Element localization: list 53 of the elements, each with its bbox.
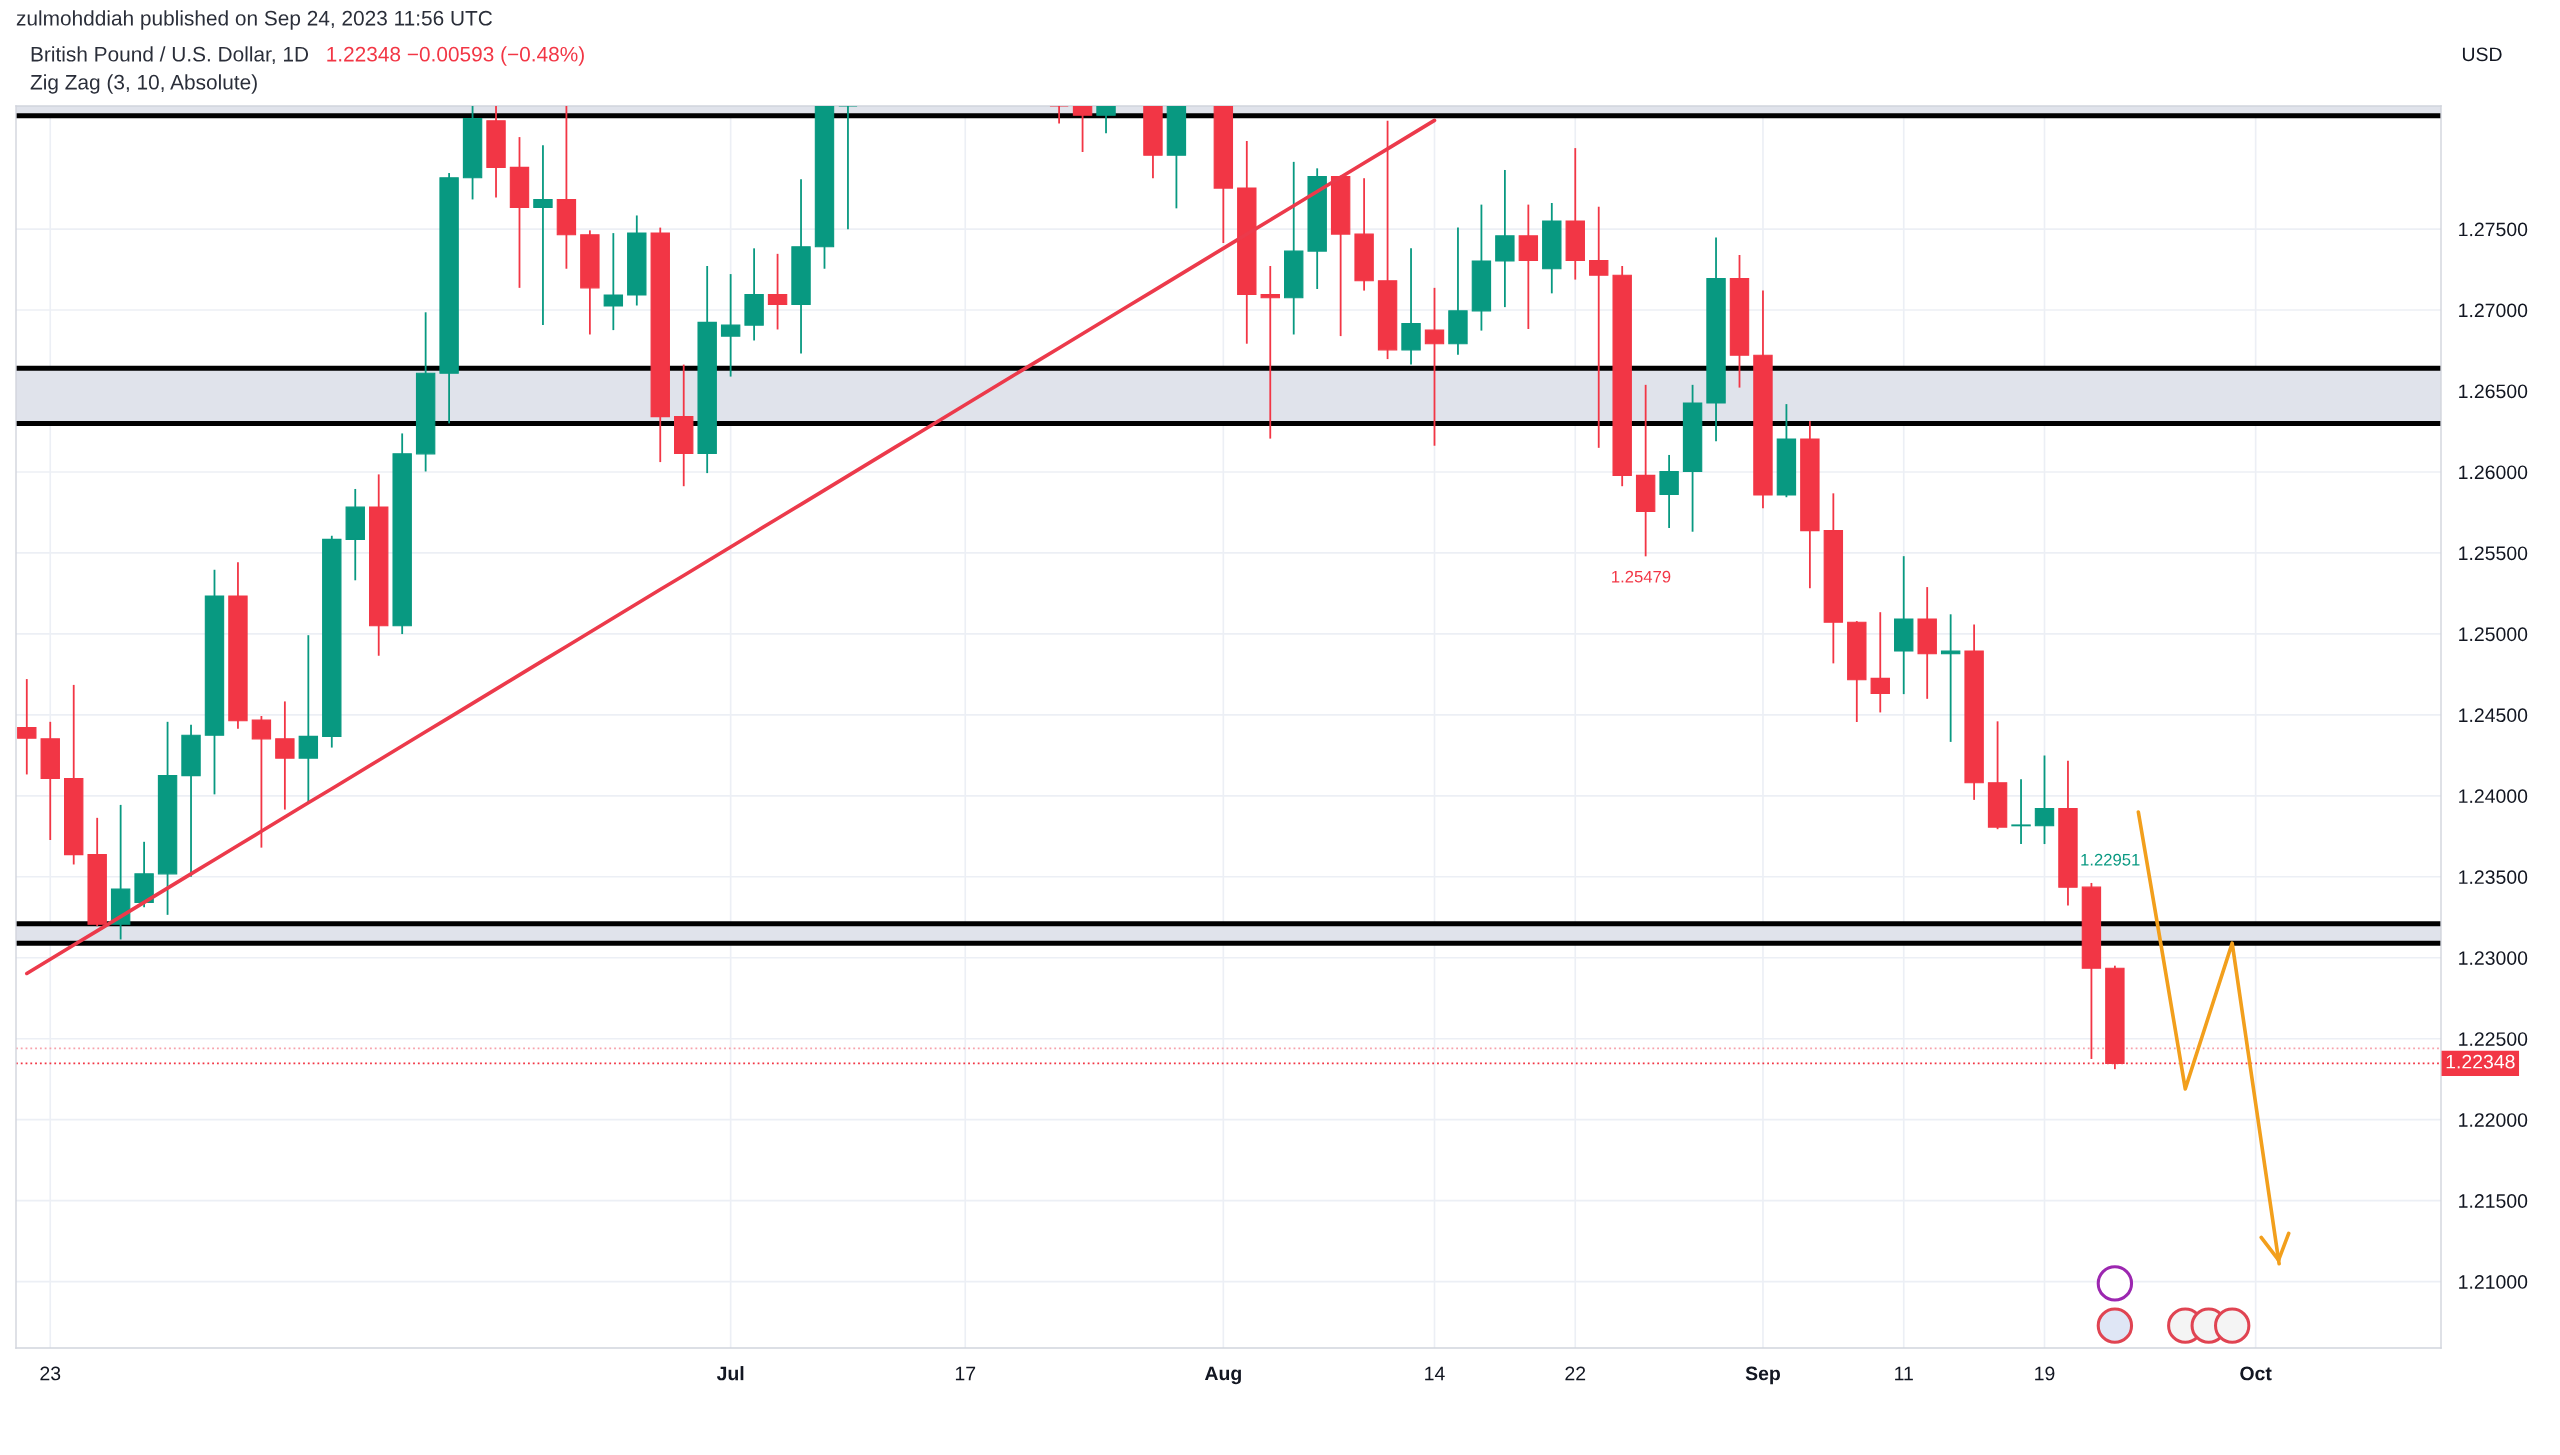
x-tick-label: 19 [2035,1366,2055,1381]
annotation: 1.25479 [1612,570,1671,583]
y-tick-label: 1.26500 [2459,384,2528,399]
candlestick [603,232,624,332]
y-tick-label: 1.21500 [2459,1194,2528,1208]
y-tick-label: 1.23000 [2459,951,2528,965]
candlestick [1260,265,1280,440]
candlestick [838,106,858,231]
text: zulmohddiah published on Sep 24, 2023 11:56 UTC [16,10,493,30]
candlestick [17,678,37,776]
candlestick [1940,613,1961,743]
candlestick [767,252,788,331]
candlestick [1870,611,1890,714]
candlestick [2011,778,2031,845]
y-tick-label: 1.27000 [2459,303,2528,318]
ref-line-label: 1.22348 [2446,1054,2515,1069]
candlestick [251,715,272,849]
chart-subtitle: Zig Zag (3, 10, Absolute) [30,74,257,94]
candlestick [2034,754,2055,845]
x-tick-label: Jul [716,1366,744,1381]
x-tick-label: 14 [1425,1366,1445,1381]
x-tick-label: 23 [40,1366,61,1381]
candlestick [1589,205,1609,449]
chart-title: British Pound / U.S. Dollar, 1D [31,46,309,65]
candlestick [1072,106,1093,153]
x-tick-label: Sep [1745,1366,1780,1385]
candlestick [1424,286,1445,447]
y-tick-label: 1.22000 [2459,1113,2528,1127]
x-tick-label: 11 [1895,1366,1913,1381]
candlestick [1659,454,1679,529]
y-tick-label: 1.24500 [2459,708,2528,723]
y-tick-label: 1.26000 [2459,465,2528,480]
candlestick [1049,106,1069,125]
y-tick-label: 1.23500 [2459,870,2528,885]
y-tick-label: 1.21000 [2459,1275,2528,1289]
y-tick-label: 1.27500 [2459,222,2528,237]
y-axis-title: USD [2462,47,2502,62]
x-tick-label: 22 [1565,1366,1586,1381]
candlestick [1096,106,1116,135]
candlestick [298,634,319,803]
y-tick-label: 1.22500 [2459,1032,2528,1046]
y-tick-label: 1.24000 [2459,789,2528,804]
text: 1.22348 −0.00593 (−0.48%) [327,46,584,66]
candlestick [533,144,553,326]
x-tick-label: Aug [1204,1366,1241,1385]
annotation: 1.22951 [2081,853,2140,866]
line-series [24,118,1437,976]
y-tick-label: 1.25500 [2459,546,2528,561]
candlestick [720,273,741,378]
x-tick-label: 17 [955,1366,976,1381]
y-tick-label: 1.25000 [2459,627,2528,642]
candlestick [275,700,295,811]
x-tick-label: Oct [2240,1366,2272,1381]
